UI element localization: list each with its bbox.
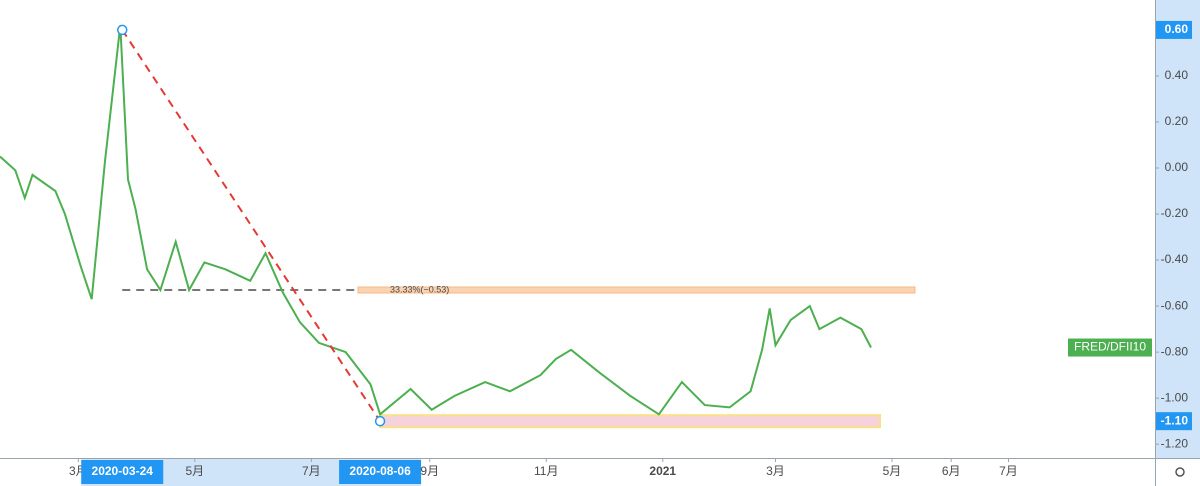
series-label: FRED/DFII10 xyxy=(1074,340,1146,354)
x-tick-label: 7月 xyxy=(999,464,1018,478)
x-tick-label: 6月 xyxy=(942,464,961,478)
x-tick-label: 7月 xyxy=(302,464,321,478)
x-tick-label: 5月 xyxy=(883,464,902,478)
y-highlight-box xyxy=(1156,20,1192,39)
x-tick-label: 5月 xyxy=(185,464,204,478)
y-tick-label: -1.20 xyxy=(1161,436,1189,450)
y-tick-label: -0.40 xyxy=(1161,252,1189,266)
y-tick-label: -0.80 xyxy=(1161,344,1189,358)
series-line xyxy=(0,25,872,417)
x-tick-label: 2021 xyxy=(649,464,676,478)
x-highlight-box xyxy=(339,460,422,484)
level-band xyxy=(357,286,916,294)
trend-line xyxy=(121,29,381,422)
trend-point xyxy=(116,24,128,36)
x-highlight-label: 2020-08-06 xyxy=(349,464,411,478)
y-highlight-label: -1.10 xyxy=(1161,413,1189,427)
y-tick-label: 0.40 xyxy=(1165,68,1189,82)
y-highlight-label: 0.60 xyxy=(1165,22,1189,36)
y-highlight-box xyxy=(1156,412,1192,431)
x-tick-label: 9月 xyxy=(420,464,439,478)
trough-band xyxy=(379,414,881,429)
series-label-bg xyxy=(1068,338,1152,357)
settings-icon[interactable] xyxy=(1175,467,1185,477)
y-tick-label: 0.20 xyxy=(1165,114,1189,128)
x-highlight-label: 2020-03-24 xyxy=(92,464,154,478)
gear[interactable] xyxy=(1175,467,1185,477)
y-axis-panel xyxy=(1155,0,1200,458)
trend-point xyxy=(374,415,386,427)
y-tick-label: 0.00 xyxy=(1165,160,1189,174)
x-highlight-box xyxy=(81,460,164,484)
x-tick-label: 11月 xyxy=(534,464,558,478)
y-tick-label: -0.60 xyxy=(1161,298,1189,312)
x-tick-label: 3月 xyxy=(766,464,785,478)
level-label: 33.33%(−0.53) xyxy=(390,284,449,294)
y-tick-label: -0.20 xyxy=(1161,206,1189,220)
y-tick-label: -1.00 xyxy=(1161,390,1189,404)
